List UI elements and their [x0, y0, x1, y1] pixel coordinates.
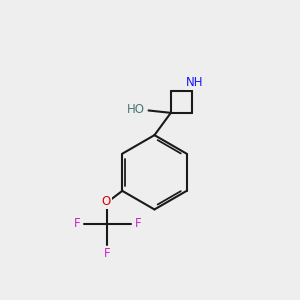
Text: O: O: [102, 195, 111, 208]
Text: HO: HO: [127, 103, 145, 116]
Text: F: F: [134, 217, 141, 230]
Text: NH: NH: [186, 76, 203, 89]
Text: F: F: [104, 248, 111, 260]
Text: F: F: [74, 217, 80, 230]
